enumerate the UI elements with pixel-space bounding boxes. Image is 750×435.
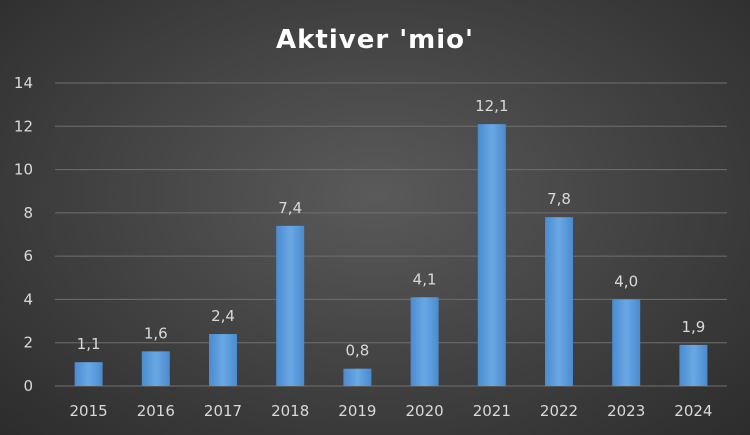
data-labels: 1,1 1,6 2,4 7,4 0,8 4,1 12,1 7,8 4,0 1,9 — [77, 97, 706, 360]
x-tick-label: 2023 — [607, 402, 645, 420]
x-tick-label: 2019 — [338, 402, 376, 420]
y-tick-label: 10 — [14, 161, 33, 179]
y-tick-label: 6 — [23, 247, 33, 265]
data-label-2021: 12,1 — [475, 97, 508, 115]
bar-2020 — [410, 297, 439, 386]
bar-2017 — [209, 334, 237, 386]
bar-2024 — [679, 344, 708, 386]
chart-title: Aktiver 'mio' — [276, 25, 474, 55]
x-tick-label: 2020 — [406, 402, 444, 420]
y-tick-label: 4 — [23, 290, 33, 308]
y-tick-label: 2 — [23, 334, 33, 352]
bar-2023 — [612, 299, 641, 386]
bar-2015 — [74, 362, 103, 386]
y-tick-label: 14 — [14, 74, 33, 92]
x-tick-label: 2016 — [137, 402, 175, 420]
bar-2021 — [477, 124, 506, 386]
data-label-2016: 1,6 — [144, 324, 168, 342]
y-tick-label: 0 — [23, 377, 33, 395]
bar-2019 — [343, 368, 372, 386]
data-label-2017: 2,4 — [211, 307, 235, 325]
x-tick-label: 2021 — [473, 402, 511, 420]
x-tick-label: 2024 — [674, 402, 712, 420]
y-tick-label: 8 — [23, 204, 33, 222]
data-label-2019: 0,8 — [345, 342, 369, 360]
data-label-2023: 4,0 — [614, 272, 638, 290]
bars — [74, 124, 708, 386]
y-axis-ticks: 0 2 4 6 8 10 12 14 — [14, 74, 33, 395]
data-label-2018: 7,4 — [278, 199, 302, 217]
bar-2016 — [141, 351, 170, 386]
bar-2018 — [276, 225, 305, 386]
x-tick-label: 2018 — [271, 402, 309, 420]
x-tick-label: 2017 — [204, 402, 242, 420]
data-label-2020: 4,1 — [413, 270, 437, 288]
y-tick-label: 12 — [14, 117, 33, 135]
bar-2022 — [545, 217, 573, 386]
data-label-2024: 1,9 — [681, 318, 705, 336]
data-label-2015: 1,1 — [77, 335, 101, 353]
x-axis-ticks: 2015 2016 2017 2018 2019 2020 2021 2022 2023 2024 — [70, 402, 713, 420]
x-tick-label: 2015 — [70, 402, 108, 420]
data-label-2022: 7,8 — [547, 190, 571, 208]
gridlines — [55, 82, 727, 387]
x-tick-label: 2022 — [540, 402, 578, 420]
